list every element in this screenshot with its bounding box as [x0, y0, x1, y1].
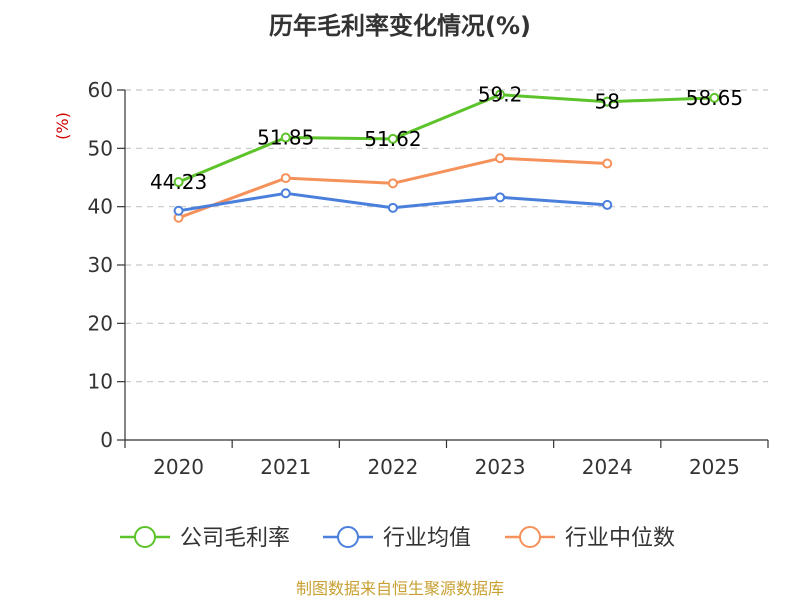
- series-2-point-2022: [387, 178, 398, 189]
- data-label-2020: 44.23: [150, 170, 207, 194]
- series-2-point-2021: [280, 173, 291, 184]
- x-tick-label-2022: 2022: [367, 455, 418, 479]
- x-tick-label-2024: 2024: [582, 455, 633, 479]
- y-tick-label-60: 60: [88, 78, 113, 102]
- x-tick-label-2023: 2023: [475, 455, 526, 479]
- legend-swatch-marker-1: [337, 526, 359, 548]
- series-2-point-2024: [602, 158, 613, 169]
- y-axis-unit-label: (%): [53, 112, 72, 140]
- y-tick-label-40: 40: [88, 195, 113, 219]
- data-label-2025: 58.65: [686, 86, 743, 110]
- legend-label-0: 公司毛利率: [180, 526, 290, 551]
- series-1-point-2022: [387, 202, 398, 213]
- y-tick-label-0: 0: [100, 428, 113, 452]
- series-1-point-2023: [495, 192, 506, 203]
- series-0-point-2024: [602, 96, 613, 107]
- data-label-2024: 58: [595, 90, 620, 114]
- y-tick-label-20: 20: [88, 311, 113, 335]
- series-0-point-2023: [495, 89, 506, 100]
- y-tick-label-10: 10: [88, 370, 113, 394]
- series-1-point-2020: [173, 205, 184, 216]
- x-tick-label-2021: 2021: [260, 455, 311, 479]
- legend-swatch-marker-2: [519, 526, 541, 548]
- legend[interactable]: 公司毛利率 行业均值 行业中位数: [120, 526, 675, 551]
- series-2-point-2023: [495, 153, 506, 164]
- chart-title: 历年毛利率变化情况(%): [269, 12, 531, 40]
- legend-item-2[interactable]: 行业中位数: [505, 526, 675, 551]
- legend-swatch-marker-0: [134, 526, 156, 548]
- series-0-point-2022: [387, 133, 398, 144]
- legend-item-1[interactable]: 行业均值: [323, 526, 471, 551]
- series-line-0: [177, 93, 716, 184]
- x-tick-label-2020: 2020: [153, 455, 204, 479]
- axis-layer: 0 10 20 30 40 50 60 2020 2021 2022 2023 2024 2025: [88, 78, 769, 479]
- data-label-2022: 51.62: [364, 127, 421, 151]
- grid-layer: [125, 89, 768, 383]
- series-1-point-2021: [280, 188, 291, 199]
- data-label-layer: 44.23 51.85 51.62 59.2 58 58.65: [150, 83, 743, 194]
- x-tick-label-2025: 2025: [689, 455, 740, 479]
- series-0-point-2025: [709, 92, 720, 103]
- data-label-2021: 51.85: [257, 126, 314, 150]
- legend-label-1: 行业均值: [383, 526, 471, 551]
- y-tick-label-30: 30: [88, 253, 113, 277]
- y-tick-label-50: 50: [88, 136, 113, 160]
- legend-item-0[interactable]: 公司毛利率: [120, 526, 290, 551]
- data-source-note: 制图数据来自恒生聚源数据库: [296, 579, 504, 598]
- legend-label-2: 行业中位数: [565, 526, 675, 551]
- data-label-2023: 59.2: [478, 83, 523, 107]
- series-1-point-2024: [602, 199, 613, 210]
- series-layer: [173, 89, 720, 223]
- series-0-point-2021: [280, 132, 291, 143]
- series-0-point-2020: [173, 176, 184, 187]
